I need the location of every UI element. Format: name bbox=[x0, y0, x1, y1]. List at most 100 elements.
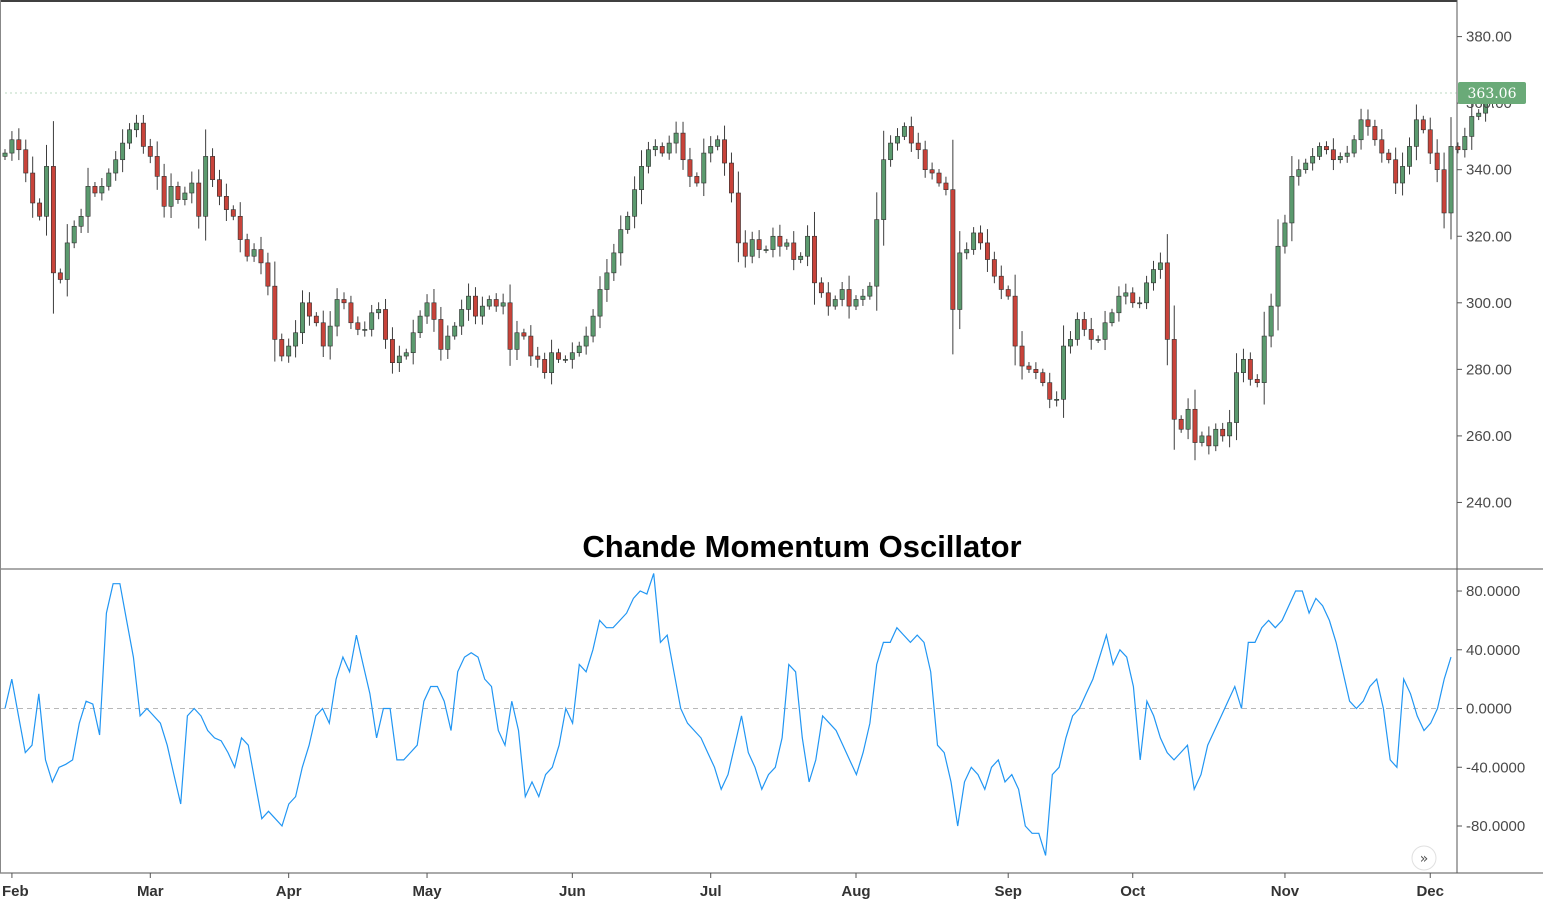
candlestick bbox=[431, 288, 437, 332]
candlestick bbox=[1026, 362, 1032, 373]
candle-body-up bbox=[1413, 119, 1419, 147]
candle-body-down bbox=[687, 159, 693, 177]
candle-body-up bbox=[99, 186, 105, 194]
candlestick-series bbox=[2, 89, 1495, 461]
time-tick-label: Mar bbox=[137, 883, 164, 900]
candlestick bbox=[1040, 368, 1046, 387]
candle-body-up bbox=[957, 252, 963, 310]
candlestick bbox=[1261, 311, 1267, 405]
candle-body-up bbox=[576, 345, 582, 354]
candlestick bbox=[715, 135, 721, 151]
candlestick bbox=[217, 169, 222, 206]
candle-body-up bbox=[486, 299, 492, 307]
candle-body-up bbox=[590, 315, 596, 337]
candle-body-up bbox=[1448, 146, 1454, 214]
candle-body-down bbox=[1372, 126, 1378, 141]
candlestick bbox=[147, 138, 153, 164]
candle-body-down bbox=[950, 189, 956, 310]
candle-body-up bbox=[708, 146, 714, 154]
candlestick bbox=[369, 304, 375, 337]
candle-body-up bbox=[293, 332, 299, 347]
candle-body-down bbox=[1005, 289, 1011, 297]
candlestick bbox=[320, 310, 326, 357]
candle-body-up bbox=[1068, 339, 1073, 347]
candlestick bbox=[348, 295, 354, 330]
candlestick bbox=[1164, 234, 1170, 366]
candle-body-up bbox=[1151, 269, 1156, 284]
candle-body-up bbox=[44, 166, 49, 217]
candlestick bbox=[556, 348, 561, 363]
candle-body-down bbox=[1434, 152, 1440, 171]
candle-body-up bbox=[1144, 282, 1150, 304]
candlestick bbox=[1317, 142, 1322, 160]
candlestick bbox=[1420, 115, 1426, 134]
candle-body-down bbox=[1247, 359, 1253, 380]
time-tick-label: May bbox=[412, 883, 442, 900]
candle-body-up bbox=[971, 232, 977, 250]
candlestick bbox=[30, 156, 36, 218]
candlestick bbox=[687, 147, 693, 187]
candle-body-down bbox=[694, 176, 700, 184]
candlestick bbox=[964, 242, 970, 260]
candlestick bbox=[742, 230, 748, 268]
candle-body-up bbox=[1123, 292, 1129, 297]
candle-body-up bbox=[396, 355, 402, 363]
candlestick bbox=[313, 312, 319, 327]
candlestick bbox=[1116, 286, 1122, 322]
candle-body-down bbox=[1171, 339, 1177, 420]
candlestick bbox=[182, 186, 188, 206]
candlestick bbox=[237, 202, 243, 253]
candle-body-down bbox=[521, 332, 527, 337]
candlestick bbox=[562, 355, 568, 363]
candlestick bbox=[908, 116, 914, 152]
candle-body-down bbox=[998, 275, 1004, 290]
candlestick bbox=[1102, 310, 1108, 351]
candle-body-up bbox=[881, 159, 887, 220]
candlestick bbox=[514, 320, 520, 361]
candle-body-down bbox=[175, 186, 181, 200]
candle-body-down bbox=[306, 302, 312, 317]
candlestick bbox=[1019, 331, 1025, 380]
candlestick bbox=[1068, 331, 1073, 354]
candlestick bbox=[1441, 152, 1447, 229]
candle-body-up bbox=[611, 252, 617, 274]
candlestick bbox=[625, 211, 631, 234]
candle-body-down bbox=[735, 192, 741, 244]
candle-body-up bbox=[286, 345, 292, 357]
cmo-tick-label: -40.0000 bbox=[1466, 759, 1525, 776]
candlestick bbox=[1178, 415, 1184, 433]
time-tick-label: Apr bbox=[276, 883, 302, 900]
candlestick bbox=[459, 299, 465, 335]
candlestick bbox=[452, 322, 458, 340]
scroll-to-latest-button[interactable]: » bbox=[1411, 845, 1437, 871]
candlestick bbox=[1296, 159, 1302, 186]
candlestick bbox=[1220, 422, 1226, 442]
candlestick bbox=[770, 227, 776, 258]
candle-body-up bbox=[459, 309, 465, 327]
candle-body-down bbox=[258, 249, 264, 264]
candle-body-up bbox=[597, 289, 603, 317]
candlestick bbox=[729, 152, 734, 203]
candlestick bbox=[1393, 147, 1399, 194]
candlestick bbox=[265, 252, 271, 296]
candle-body-down bbox=[390, 339, 395, 363]
candle-body-up bbox=[127, 129, 132, 144]
candle-body-up bbox=[334, 299, 340, 327]
candlestick bbox=[1144, 275, 1150, 310]
candle-body-down bbox=[556, 352, 561, 360]
candle-body-up bbox=[645, 149, 651, 167]
candlestick bbox=[210, 148, 216, 188]
candlestick bbox=[154, 141, 160, 190]
candle-body-down bbox=[825, 292, 831, 307]
candlestick bbox=[1012, 274, 1018, 366]
candlestick bbox=[895, 128, 900, 151]
candle-body-up bbox=[2, 152, 8, 157]
candlestick bbox=[140, 114, 146, 154]
candle-body-down bbox=[528, 335, 534, 357]
candle-body-down bbox=[991, 259, 997, 277]
candlestick bbox=[223, 183, 229, 222]
candle-body-up bbox=[78, 215, 84, 227]
candlestick bbox=[113, 151, 119, 181]
candlestick bbox=[936, 169, 942, 187]
candlestick bbox=[1427, 117, 1433, 164]
